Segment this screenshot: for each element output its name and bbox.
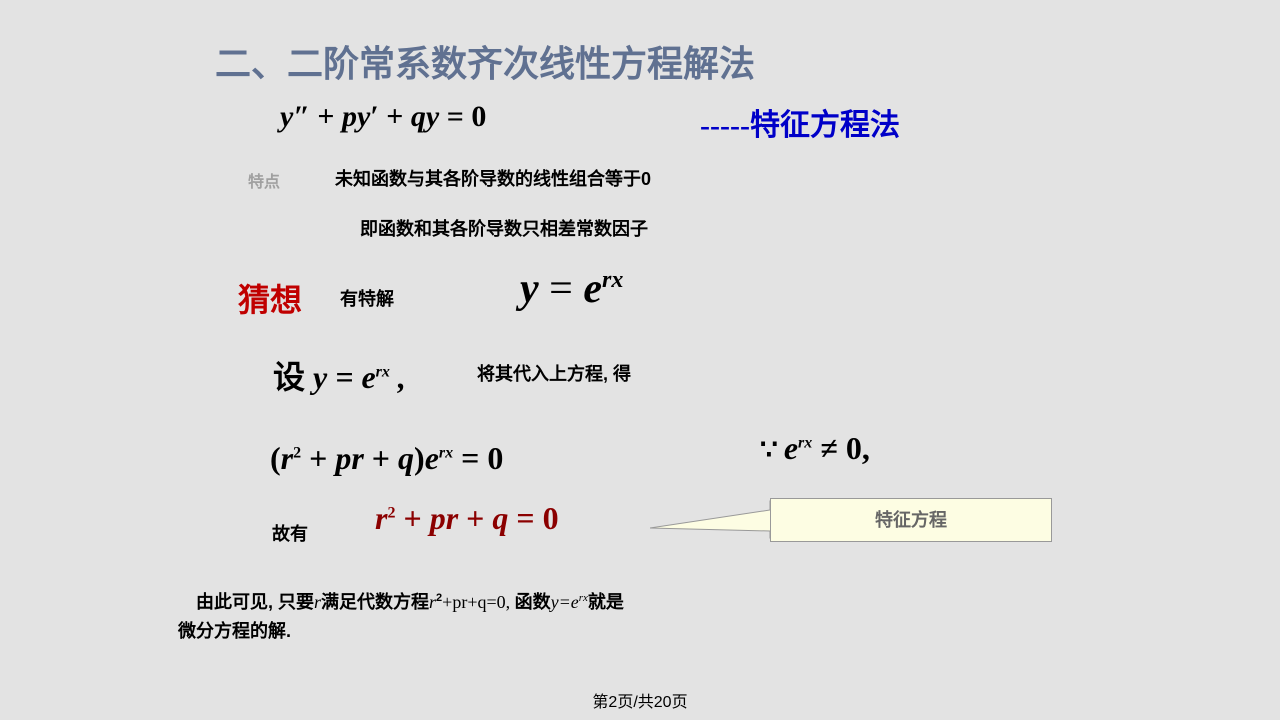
callout-box: 特征方程: [770, 498, 1052, 542]
tedian-label: 特点: [248, 168, 280, 192]
c1e: +pr+q=0,: [442, 592, 514, 612]
c1a: 由此可见, 只要: [178, 592, 314, 612]
guess-equation: y = erx: [520, 265, 623, 313]
because-exp: rx: [798, 434, 812, 451]
eq3-sup1: 2: [293, 444, 301, 461]
substituted-equation: ((rr2 + pr + q)erx = 0: [270, 440, 503, 477]
page-indicator: 第2页/共20页: [0, 688, 1280, 712]
she-eq-exp: rx: [376, 363, 390, 380]
feature-line-1: 未知函数与其各阶导数的线性组合等于0: [335, 165, 651, 191]
eq-e: e: [583, 266, 602, 312]
therefore-label: 故有: [272, 520, 308, 546]
eq-y: y: [520, 266, 539, 312]
characteristic-equation: r2 + pr + q = 0: [375, 500, 559, 537]
because-tail: ≠ 0,: [812, 430, 870, 466]
method-label: -----特征方程法: [700, 100, 900, 144]
suppose-text: 设 y = erx ,: [273, 352, 406, 398]
conclusion-text: 由此可见, 只要r满足代数方程r2+pr+q=0, 函数y=erx就是 微分方程…: [178, 588, 624, 646]
eq-exp: rx: [602, 267, 623, 293]
she-prefix: 设: [273, 359, 313, 395]
she-suffix: ,: [390, 359, 406, 395]
slide-title: 二、二阶常系数齐次线性方程解法: [215, 35, 755, 87]
c1b: r: [314, 592, 321, 612]
callout-pointer: [650, 498, 790, 553]
c1f: 函数: [515, 592, 551, 612]
because-e: e: [776, 430, 798, 466]
char-r: r: [375, 500, 387, 536]
c1g: y=e: [551, 592, 579, 612]
ode-equation: y″ + py′ + qy = 0: [280, 100, 486, 134]
feature-line-2: 即函数和其各阶导数只相差常数因子: [360, 215, 648, 241]
c1d: r: [429, 592, 436, 612]
guess-label: 猜想: [238, 275, 302, 321]
eq3-sup2: rx: [439, 444, 453, 461]
c2: 微分方程的解.: [178, 621, 291, 641]
c1h: 就是: [588, 592, 624, 612]
she-eq-base: y = e: [313, 359, 376, 395]
has-special-solution: 有特解: [340, 285, 394, 311]
c1g2: rx: [579, 592, 588, 604]
because-symbol: ∵: [760, 435, 776, 466]
char-sup: 2: [387, 504, 395, 521]
eq-equals: =: [539, 266, 584, 312]
because-nonzero: ∵ erx ≠ 0,: [760, 430, 870, 467]
substitute-text: 将其代入上方程, 得: [477, 360, 631, 386]
c1c: 满足代数方程: [321, 592, 429, 612]
